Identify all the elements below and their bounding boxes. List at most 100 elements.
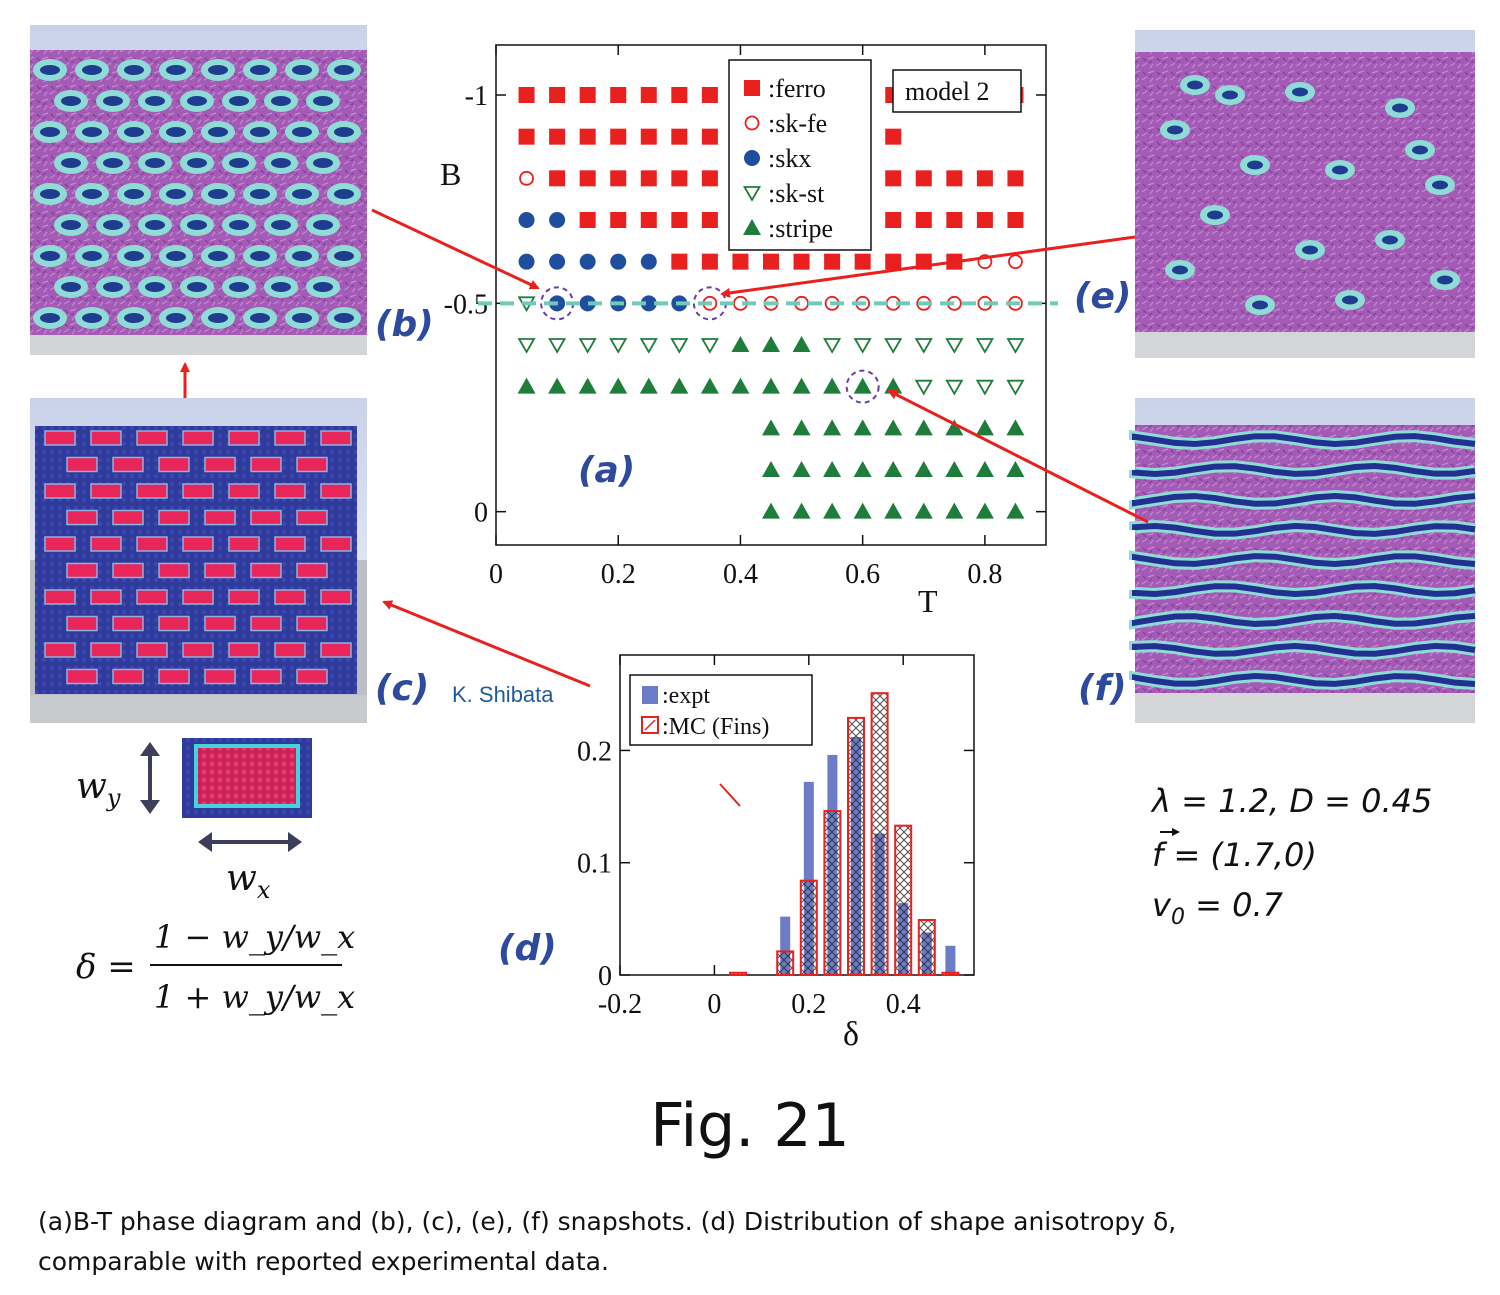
vector-arrow-head (1172, 828, 1180, 836)
phase-point-ferro (1007, 170, 1024, 187)
phase-point-ferro (671, 128, 688, 145)
skyrmion-core (208, 189, 228, 199)
skyrmion-core (82, 251, 102, 261)
skyrmion-core (208, 127, 228, 137)
legend-marker-skst (742, 186, 762, 202)
skyrmion-core (271, 282, 291, 292)
phase-point-ferro (518, 128, 535, 145)
skyrmion-core (187, 220, 207, 230)
phase-point-stripe (609, 377, 628, 394)
hist-x-tick-label: -0.2 (598, 989, 642, 1020)
phase-point-ferro (824, 253, 841, 270)
skyrmion-core (250, 189, 270, 199)
skyrmion-core (250, 127, 270, 137)
cell-rect (320, 642, 352, 658)
stripe (1132, 492, 1476, 507)
hist-y-tick-label: 0.2 (577, 736, 612, 767)
cell-rect (158, 668, 190, 685)
hist-x-axis-label: δ (843, 1016, 859, 1053)
caption-line-2: comparable with reported experimental da… (38, 1247, 609, 1276)
legend-label-skst: :sk-st (768, 179, 825, 208)
y-axis-label: B (440, 156, 461, 192)
skyrmion-core (1412, 145, 1428, 155)
stripe (1132, 523, 1476, 537)
phase-point-ferro (549, 170, 566, 187)
cell-rect (90, 589, 122, 605)
skyrmion-core (40, 127, 60, 137)
skyrmion-core (1432, 180, 1448, 190)
skyrmion-core (334, 189, 354, 199)
phase-point-ferro (732, 253, 749, 270)
phase-point-ferro (640, 87, 657, 103)
bar-mc (847, 716, 865, 976)
skyrmion-core (250, 313, 270, 323)
phase-point-stripe (884, 419, 903, 436)
hist-stray-mark (719, 783, 741, 807)
cell-rect (274, 642, 306, 658)
model-cell-inner (194, 744, 300, 808)
phase-point-stripe (823, 377, 842, 394)
cell-rect (250, 615, 282, 632)
cell-rect (182, 642, 214, 658)
phase-point-skst (975, 379, 994, 396)
skyrmion-core (61, 282, 81, 292)
legend-swatch-expt (642, 686, 658, 704)
skyrmion-core (124, 251, 144, 261)
cell-rect (158, 615, 190, 632)
phase-point-ferro (915, 212, 932, 228)
skyrmion-core (166, 65, 186, 75)
credit-text: K. Shibata (452, 682, 554, 707)
skyrmion-core (61, 220, 81, 230)
bar-mc (823, 810, 842, 977)
phase-point-ferro (671, 87, 688, 103)
arrow-f (887, 389, 1149, 524)
cell-rect (296, 615, 328, 632)
x-tick-label: 0 (489, 559, 503, 590)
cell-rect (228, 430, 260, 446)
hist-y-tick-label: 0.1 (577, 849, 612, 880)
legend-marker-skx (744, 150, 760, 166)
phase-point-skfe (519, 170, 534, 186)
cell-rect (320, 589, 352, 605)
phase-point-stripe (762, 502, 780, 519)
skyrmion-core (1187, 80, 1203, 90)
phase-point-skst (578, 338, 597, 354)
phase-point-stripe (731, 336, 750, 352)
phase-point-skst (700, 338, 719, 354)
wy-label: wy (76, 766, 121, 812)
skyrmion-core (61, 96, 81, 106)
phase-point-stripe (884, 377, 903, 394)
phase-point-ferro (793, 253, 810, 270)
skyrmion-core (1207, 210, 1223, 220)
arrow-e (720, 235, 1136, 298)
phase-point-ferro (671, 253, 688, 270)
snapshot-f (1129, 398, 1476, 723)
skyrmion-core (229, 282, 249, 292)
skyrmion-core (1437, 275, 1453, 285)
phase-point-ferro (701, 170, 718, 187)
snapshot-b (30, 25, 367, 355)
phase-point-ferro (518, 87, 535, 103)
skyrmion-core (166, 313, 186, 323)
legend-label-ferro: :ferro (768, 74, 826, 103)
phase-point-stripe (884, 502, 903, 519)
phase-point-skst (517, 338, 536, 354)
cell-rect (136, 430, 168, 446)
phase-point-stripe (823, 419, 842, 436)
cell-rect (320, 536, 352, 552)
skyrmion-core (40, 189, 60, 199)
legend-marker-ferro (744, 80, 760, 96)
cell-rect (44, 642, 76, 658)
cell-rect (136, 642, 168, 658)
skyrmion-core (1302, 245, 1318, 255)
phase-point-ferro (946, 170, 963, 187)
legend-label-mc: :MC (Fins) (662, 714, 769, 740)
skyrmion-core (124, 127, 144, 137)
phase-point-stripe (578, 377, 597, 394)
cell-rect (44, 536, 76, 552)
phase-point-ferro (610, 128, 627, 145)
phase-point-stripe (639, 377, 658, 394)
skyrmion-core (1172, 265, 1188, 275)
cell-rect (66, 562, 98, 579)
